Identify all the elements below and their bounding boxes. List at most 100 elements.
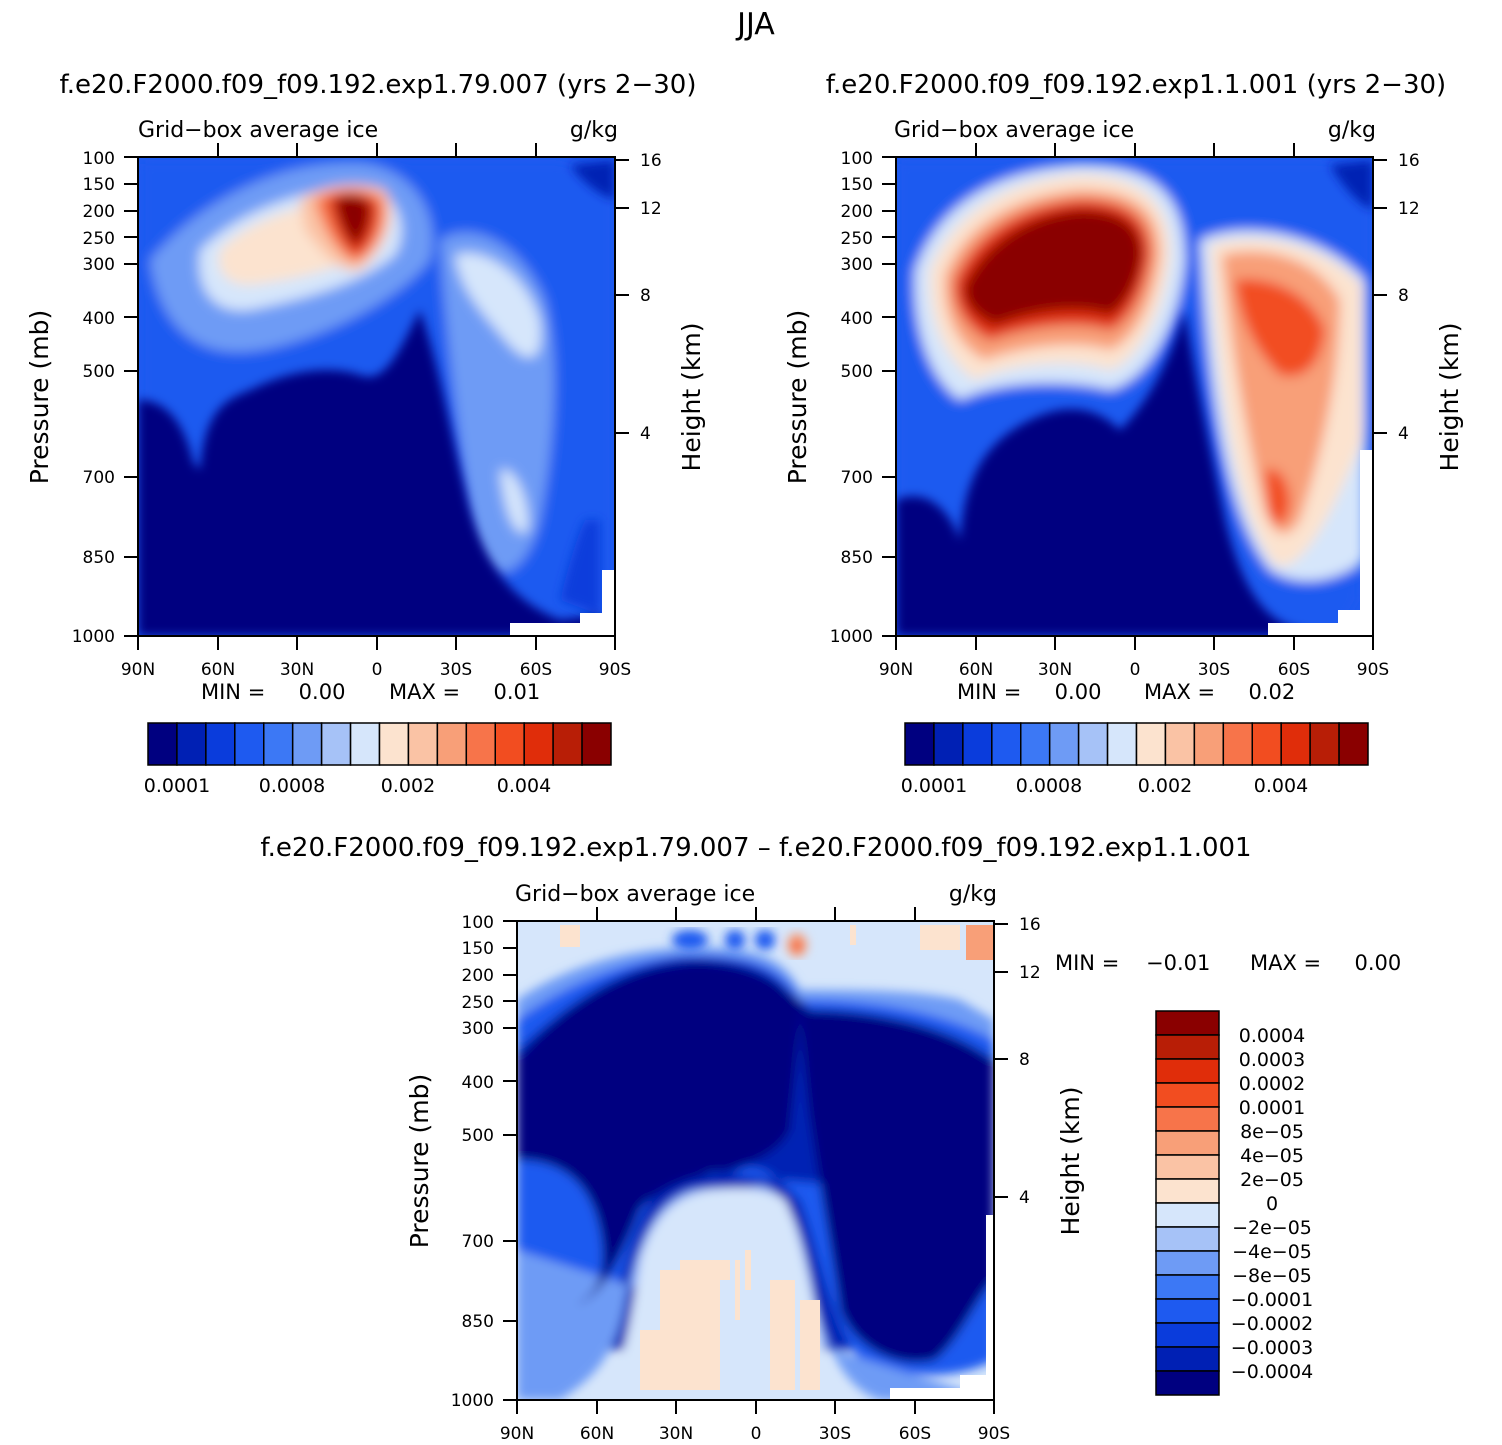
- colorbar-swatch: [465, 722, 496, 766]
- tick-label: 150: [841, 175, 873, 195]
- tick-label: 8: [1398, 286, 1409, 306]
- latitude-axis: 90N 60N 30N 0 30S 60S 90S: [500, 1424, 1010, 1444]
- min-value: MIN = 0.00: [201, 680, 345, 704]
- tick-label: 700: [83, 468, 115, 488]
- colorbar-swatch: [1077, 722, 1109, 766]
- colorbar-swatch: [1155, 1010, 1220, 1036]
- colorbar: [147, 722, 612, 766]
- colorbar-swatch: [263, 722, 294, 766]
- tick-label: 12: [640, 199, 662, 219]
- tick-label: 60S: [520, 660, 552, 680]
- colorbar-swatch: [291, 722, 323, 766]
- panel-title: f.e20.F2000.f09_f09.192.exp1.79.007 (yrs…: [60, 70, 697, 100]
- tick-label: 100: [83, 149, 115, 169]
- colorbar-swatch: [1155, 1106, 1220, 1132]
- colorbar-swatch: [1155, 1154, 1220, 1180]
- panel-difference: f.e20.F2000.f09_f09.192.exp1.79.007 – f.…: [260, 833, 1401, 1444]
- tick-label: 150: [462, 939, 494, 959]
- colorbar-swatch: [1155, 1298, 1220, 1324]
- tick-label: 850: [83, 548, 115, 568]
- contour-field: [138, 157, 615, 636]
- tick-label: 500: [462, 1126, 494, 1146]
- units-label: g/kg: [1328, 118, 1376, 143]
- y-axis-label: Pressure (mb): [25, 310, 54, 484]
- tick-label: 150: [83, 175, 115, 195]
- y2-axis-label: Height (km): [1435, 323, 1464, 472]
- pressure-axis: 100 150 200 250 300 400 500 700 850 1000: [451, 913, 494, 1411]
- colorbar-swatch: [407, 722, 439, 766]
- colorbar-label: 0.0003: [1239, 1049, 1305, 1071]
- y-axis-label: Pressure (mb): [405, 1074, 434, 1248]
- latitude-axis: 90N 60N 30N 0 30S 60S 90S: [121, 660, 631, 680]
- tick-label: 500: [841, 362, 873, 382]
- tick-label: 90S: [599, 660, 631, 680]
- tick-label: 8: [640, 286, 651, 306]
- pressure-axis: 100 150 200 250 300 400 500 700 850 1000: [830, 149, 873, 647]
- tick-label: 60N: [580, 1424, 614, 1444]
- colorbar-label: 0.002: [1138, 775, 1192, 797]
- colorbar-swatch: [1155, 1178, 1220, 1204]
- colorbar-label: 4e−05: [1240, 1145, 1304, 1167]
- variable-label: Grid−box average ice: [138, 118, 378, 143]
- colorbar-swatch: [523, 722, 554, 766]
- tick-label: 400: [462, 1073, 494, 1093]
- colorbar-swatch: [1251, 722, 1282, 766]
- tick-label: 300: [841, 255, 873, 275]
- tick-label: 12: [1019, 963, 1041, 983]
- colorbar-swatch: [1155, 1202, 1220, 1228]
- tick-label: 90N: [879, 660, 913, 680]
- tick-label: 200: [83, 202, 115, 222]
- tick-label: 1000: [72, 627, 115, 647]
- colorbar-swatch: [991, 722, 1022, 766]
- tick-label: 0: [1130, 660, 1141, 680]
- colorbar-swatch: [933, 722, 964, 766]
- tick-label: 90N: [121, 660, 155, 680]
- height-axis: 16 12 8 4: [640, 151, 662, 444]
- tick-label: 4: [1019, 1188, 1030, 1208]
- colorbar-swatch: [1222, 722, 1253, 766]
- figure-title: JJA: [735, 7, 775, 42]
- colorbar-label: 0.0001: [1239, 1097, 1305, 1119]
- units-label: g/kg: [570, 118, 618, 143]
- colorbar: [1155, 1010, 1220, 1396]
- colorbar-swatch: [1155, 1034, 1220, 1060]
- colorbar-label: 0.0008: [259, 775, 325, 797]
- colorbar-swatch: [205, 722, 236, 766]
- tick-label: 4: [1398, 424, 1409, 444]
- tick-label: 8: [1019, 1050, 1030, 1070]
- pressure-ticks: [503, 907, 1008, 1414]
- tick-label: 30N: [1038, 660, 1072, 680]
- colorbar-label: 0.0001: [144, 775, 210, 797]
- tick-label: 30S: [1198, 660, 1230, 680]
- colorbar-swatch: [378, 722, 410, 766]
- colorbar-labels: 0.0001 0.0008 0.002 0.004: [901, 775, 1308, 797]
- latitude-axis: 90N 60N 30N 0 30S 60S 90S: [879, 660, 1389, 680]
- colorbar-label: −0.0003: [1231, 1337, 1313, 1359]
- colorbar-label: −0.0002: [1231, 1313, 1313, 1335]
- tick-label: 16: [1398, 151, 1420, 171]
- max-value: MAX = 0.02: [1144, 680, 1295, 704]
- colorbar-swatch: [1155, 1370, 1220, 1396]
- colorbar-swatch: [1193, 722, 1225, 766]
- tick-label: 200: [462, 966, 494, 986]
- colorbar-label: 0.0002: [1239, 1073, 1305, 1095]
- colorbar-swatch: [1155, 1274, 1220, 1300]
- colorbar-swatch: [349, 722, 381, 766]
- y-axis-label: Pressure (mb): [783, 310, 812, 484]
- colorbar-swatch: [962, 722, 993, 766]
- colorbar-swatch: [1155, 1130, 1220, 1156]
- colorbar-label: 0.0004: [1239, 1025, 1305, 1047]
- colorbar-swatch: [1280, 722, 1311, 766]
- colorbar-swatch: [581, 722, 612, 766]
- tick-label: 300: [83, 255, 115, 275]
- panel-title: f.e20.F2000.f09_f09.192.exp1.79.007 – f.…: [260, 833, 1251, 863]
- min-value: MIN = 0.00: [957, 680, 1101, 704]
- height-axis: 16 12 8 4: [1398, 151, 1420, 444]
- colorbar-label: 0: [1266, 1193, 1278, 1215]
- colorbar-swatch: [436, 722, 468, 766]
- tick-label: 700: [841, 468, 873, 488]
- pressure-ticks: [882, 143, 1387, 650]
- colorbar-swatch: [1135, 722, 1167, 766]
- colorbar-label: −0.0004: [1231, 1361, 1313, 1383]
- pressure-axis: 100 150 200 250 300 400 500 700 850 1000: [72, 149, 115, 647]
